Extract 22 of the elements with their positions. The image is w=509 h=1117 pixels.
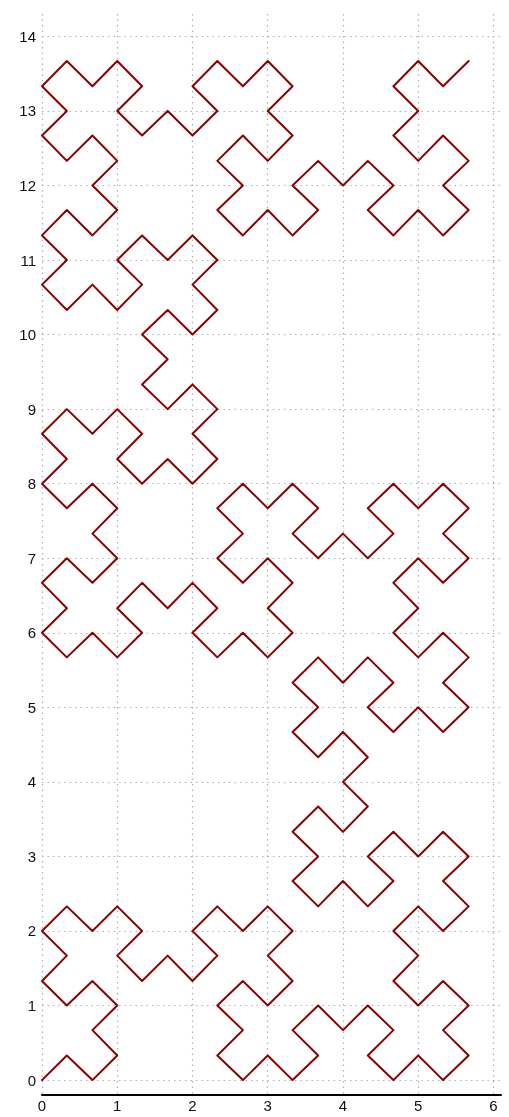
y-tick-label: 14	[19, 27, 36, 45]
x-tick-label: 2	[188, 1097, 197, 1114]
y-tick-label: 2	[27, 922, 36, 940]
x-tick-label: 6	[489, 1097, 498, 1114]
y-tick-label: 9	[27, 400, 36, 418]
x-tick-label: 3	[263, 1097, 272, 1114]
y-tick-label: 1	[27, 997, 36, 1015]
y-tick-label: 11	[20, 251, 36, 269]
y-tick-label: 6	[27, 624, 36, 642]
y-tick-label: 13	[19, 102, 36, 120]
y-tick-label: 8	[27, 475, 36, 493]
y-tick-label: 5	[27, 698, 36, 716]
y-tick-label: 12	[19, 176, 36, 194]
x-tick-label: 1	[113, 1097, 122, 1114]
y-tick-label: 4	[27, 773, 36, 791]
y-tick-label: 3	[27, 847, 36, 865]
y-tick-label: 0	[27, 1071, 36, 1089]
y-tick-label: 7	[27, 549, 36, 567]
line-series	[41, 59, 470, 1082]
x-tick-label: 5	[414, 1097, 423, 1114]
y-tick-label: 10	[19, 326, 36, 344]
x-tick-label: 4	[338, 1097, 348, 1114]
